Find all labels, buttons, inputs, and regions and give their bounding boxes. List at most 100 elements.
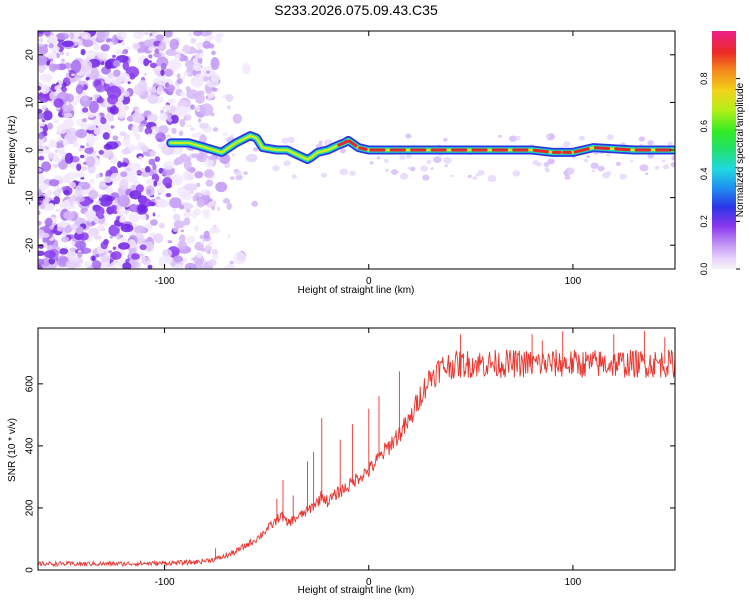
- noise-blob: [100, 241, 108, 250]
- noise-blob: [61, 186, 67, 191]
- noise-blob: [135, 243, 141, 250]
- bottom-y-axis: 0 200 400 600: [25, 375, 675, 573]
- noise-blob: [654, 165, 660, 170]
- noise-blob: [183, 159, 192, 171]
- noise-blob: [194, 225, 199, 232]
- noise-blob: [124, 210, 129, 215]
- colorbar-tick-label: 0.8: [699, 72, 709, 85]
- bottom-y-tick-label: 0: [25, 567, 36, 573]
- noise-blob: [143, 32, 149, 36]
- noise-blob: [564, 175, 571, 180]
- noise-blob: [198, 122, 210, 129]
- noise-blob: [119, 72, 131, 83]
- noise-blob: [107, 72, 115, 79]
- noise-blob: [197, 131, 201, 135]
- noise-blob: [38, 91, 50, 103]
- noise-blob: [158, 256, 166, 267]
- noise-blob: [116, 233, 122, 240]
- noise-blob: [184, 262, 197, 269]
- noise-blob: [78, 59, 93, 73]
- noise-blob: [40, 84, 50, 95]
- noise-blob: [91, 255, 96, 262]
- noise-blob: [75, 128, 88, 139]
- noise-blob: [78, 181, 85, 187]
- noise-blob: [187, 71, 192, 76]
- noise-blob: [119, 217, 124, 223]
- noise-blob: [38, 112, 45, 120]
- noise-blob: [120, 223, 134, 233]
- noise-blob: [227, 234, 231, 239]
- noise-blob: [64, 112, 73, 118]
- noise-blob: [176, 78, 183, 85]
- noise-blob: [44, 31, 51, 37]
- noise-blob: [196, 49, 204, 54]
- noise-blob: [208, 241, 213, 245]
- noise-blob: [208, 259, 217, 267]
- noise-blob: [174, 53, 181, 60]
- noise-blob: [405, 154, 412, 159]
- noise-blob: [118, 242, 130, 250]
- noise-blob: [116, 31, 127, 41]
- noise-blob: [76, 77, 82, 83]
- noise-blob: [183, 211, 192, 218]
- noise-blob: [615, 161, 622, 166]
- noise-blob: [190, 104, 194, 108]
- noise-blob: [149, 150, 157, 157]
- noise-blob: [164, 31, 173, 38]
- noise-blob: [229, 135, 235, 139]
- noise-blob: [87, 209, 97, 219]
- noise-blob: [647, 140, 654, 146]
- noise-blob: [63, 189, 70, 195]
- noise-blob: [154, 31, 160, 35]
- noise-blob: [40, 189, 46, 193]
- noise-blob: [103, 176, 113, 183]
- noise-blob: [118, 50, 123, 54]
- noise-blob: [164, 68, 174, 77]
- noise-blob: [71, 73, 75, 77]
- noise-blob: [208, 155, 217, 161]
- colorbar-tick-label: 0.6: [699, 120, 709, 133]
- noise-blob: [426, 159, 432, 165]
- noise-blob: [136, 169, 142, 175]
- noise-blob: [160, 69, 165, 76]
- noise-blob: [183, 217, 191, 226]
- colorbar-label: Normalized spectral amplitude: [735, 82, 746, 217]
- noise-blob: [153, 52, 162, 58]
- noise-blob: [53, 157, 62, 163]
- noise-blob: [38, 188, 42, 192]
- noise-blob: [162, 249, 173, 258]
- noise-blob: [152, 212, 156, 217]
- top-y-tick-label: 20: [25, 49, 36, 61]
- noise-blob: [71, 223, 77, 230]
- noise-blob: [543, 162, 550, 167]
- noise-blob: [63, 226, 73, 233]
- noise-blob: [58, 248, 69, 255]
- noise-blob: [498, 134, 502, 138]
- noise-blob: [178, 130, 184, 137]
- noise-blob: [85, 156, 96, 168]
- noise-blob: [131, 112, 142, 120]
- noise-blob: [227, 105, 231, 110]
- ridge-core-segment: [573, 147, 590, 154]
- noise-blob: [55, 143, 64, 149]
- chart-title: S233.2026.075.09.43.C35: [274, 2, 438, 18]
- noise-blob: [131, 253, 140, 260]
- noise-blob: [339, 148, 346, 154]
- noise-blob: [176, 73, 181, 79]
- noise-blob: [53, 119, 59, 124]
- noise-blob: [120, 162, 128, 167]
- bottom-x-tick-label: -100: [155, 577, 175, 588]
- noise-blob: [88, 100, 99, 113]
- noise-blob: [38, 86, 42, 91]
- noise-blob: [58, 79, 64, 85]
- noise-blob: [75, 240, 87, 250]
- noise-blob: [182, 193, 192, 201]
- noise-blob: [661, 159, 666, 163]
- noise-blob: [48, 139, 57, 146]
- noise-blob: [139, 244, 147, 251]
- noise-blob: [81, 96, 88, 102]
- noise-blob: [122, 61, 130, 71]
- noise-blob: [55, 32, 70, 40]
- noise-blob: [108, 224, 120, 237]
- noise-blob: [38, 264, 43, 269]
